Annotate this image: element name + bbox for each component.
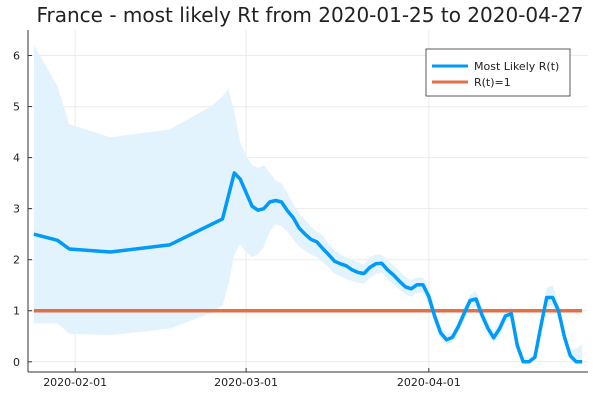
series-layer bbox=[33, 171, 583, 364]
legend-box bbox=[425, 48, 571, 97]
confidence-band-layer bbox=[33, 45, 583, 364]
y-tick-label: 1 bbox=[13, 305, 20, 318]
legend-label-reference: R(t)=1 bbox=[474, 76, 511, 89]
axes: 0 1 2 3 4 5 6 2020-02-01 2020-03-01 2020-04-01 bbox=[13, 30, 588, 389]
y-tick-label: 4 bbox=[13, 152, 20, 165]
series-line-most-likely bbox=[33, 171, 583, 364]
y-tick-label: 5 bbox=[13, 101, 20, 114]
y-tick-label: 6 bbox=[13, 50, 20, 63]
chart-title: France - most likely Rt from 2020-01-25 … bbox=[36, 3, 583, 27]
x-tick-label: 2020-04-01 bbox=[397, 376, 461, 389]
y-tick-label: 2 bbox=[13, 254, 20, 267]
x-tick-label: 2020-02-01 bbox=[43, 376, 107, 389]
y-tick-label: 3 bbox=[13, 203, 20, 216]
confidence-band bbox=[33, 45, 583, 364]
legend-label-most-likely: Most Likely R(t) bbox=[474, 60, 559, 73]
y-tick-label: 0 bbox=[13, 356, 20, 369]
x-tick-label: 2020-03-01 bbox=[214, 376, 278, 389]
legend: Most Likely R(t) R(t)=1 bbox=[425, 48, 571, 97]
